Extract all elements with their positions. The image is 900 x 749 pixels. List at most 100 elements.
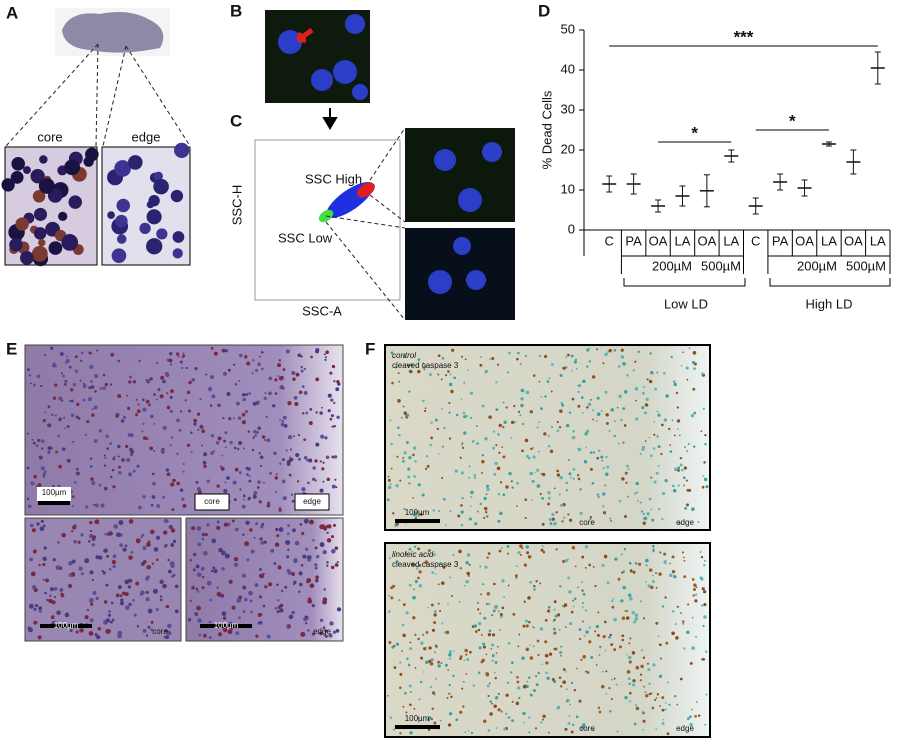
- cell: [492, 609, 496, 613]
- cell: [613, 434, 616, 438]
- cell: [522, 684, 527, 689]
- cell: [72, 525, 77, 530]
- cell: [595, 420, 598, 423]
- histology-image: [24, 344, 344, 516]
- cell: [516, 505, 518, 508]
- cell: [115, 214, 128, 228]
- cell: [335, 387, 340, 392]
- cell: [52, 396, 57, 400]
- cell: [495, 652, 498, 654]
- cell: [428, 549, 431, 552]
- cell: [609, 517, 612, 520]
- cell: [490, 647, 493, 650]
- cell: [71, 505, 74, 508]
- cell: [682, 351, 684, 354]
- cell: [287, 524, 290, 527]
- cell: [11, 157, 25, 171]
- cell: [107, 613, 112, 617]
- cell: [104, 456, 107, 459]
- cell: [45, 578, 50, 583]
- cell: [64, 427, 66, 430]
- cell: [462, 705, 465, 708]
- cell: [184, 399, 187, 402]
- cell: [303, 390, 308, 395]
- cell: [211, 538, 217, 544]
- cell: [245, 520, 250, 525]
- cell: [537, 671, 540, 675]
- cell: [74, 369, 79, 373]
- group-label: 500µM: [701, 258, 741, 273]
- cell: [502, 401, 505, 404]
- cell: [688, 488, 692, 492]
- cell: [419, 680, 423, 684]
- cell: [57, 541, 60, 544]
- cell: [202, 633, 207, 638]
- cell: [333, 379, 336, 383]
- cell: [117, 444, 121, 449]
- cell: [532, 455, 536, 459]
- cell: [121, 458, 125, 462]
- zoom-lines: [325, 127, 406, 321]
- cell: [407, 467, 411, 471]
- cell: [496, 466, 501, 471]
- cell: [637, 350, 640, 353]
- cell: [409, 647, 413, 651]
- cell: [602, 362, 605, 365]
- cell: [274, 542, 280, 547]
- cell: [520, 397, 524, 401]
- cell: [529, 471, 533, 476]
- condition-label: linoleic acid: [392, 550, 434, 559]
- cell: [208, 636, 212, 640]
- cell: [433, 651, 436, 654]
- cell: [643, 685, 645, 688]
- cell: [693, 411, 697, 415]
- cell: [201, 532, 206, 537]
- region-label: core: [204, 497, 220, 506]
- cell: [275, 527, 279, 532]
- cell: [547, 502, 550, 506]
- cell: [634, 360, 637, 363]
- cell: [652, 447, 656, 450]
- cell: [466, 658, 470, 661]
- cell: [560, 685, 563, 688]
- cell: [643, 411, 648, 415]
- cell: [572, 477, 575, 480]
- cell: [221, 348, 226, 353]
- cell: [621, 638, 625, 642]
- cell: [291, 370, 296, 376]
- cell: [248, 392, 251, 395]
- cell: [100, 503, 105, 508]
- cell: [693, 367, 696, 371]
- cell: [322, 626, 326, 630]
- label-box: [294, 493, 330, 511]
- cell: [471, 625, 475, 628]
- cell: [409, 703, 412, 707]
- cell: [112, 564, 116, 569]
- cell: [201, 444, 203, 447]
- cell: [273, 562, 277, 565]
- cell: [238, 380, 240, 382]
- cell: [190, 431, 193, 435]
- cell: [397, 426, 400, 429]
- cell: [703, 461, 706, 464]
- cell: [588, 360, 592, 363]
- cell: [33, 607, 37, 611]
- cell: [468, 563, 471, 566]
- cell: [506, 371, 509, 374]
- cell: [404, 552, 407, 555]
- cell: [32, 441, 36, 445]
- cell: [28, 374, 31, 377]
- cell: [262, 481, 265, 484]
- cell: [464, 648, 468, 653]
- cell: [452, 650, 455, 652]
- cell: [481, 404, 485, 408]
- cell: [685, 503, 690, 507]
- cell: [515, 701, 520, 706]
- cell: [521, 449, 524, 453]
- cell: [253, 491, 258, 495]
- cell: [514, 574, 518, 578]
- cell: [42, 472, 47, 476]
- cell: [162, 447, 165, 450]
- cell: [150, 414, 154, 419]
- cell: [558, 628, 561, 631]
